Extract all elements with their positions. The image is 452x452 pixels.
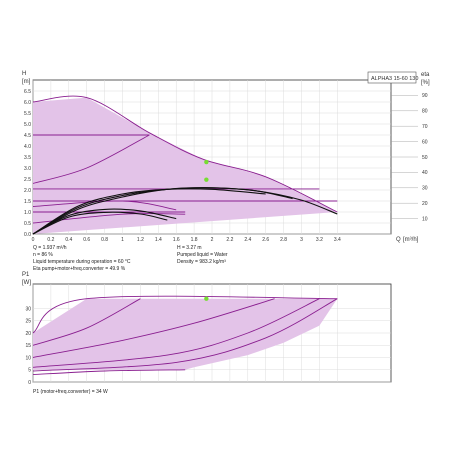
head-x-ticks: 0 0.2 0.4 0.6 0.8 1 1.2 1.4 1.6 1.8 2 2.2 2.4 2.6 2.8 3… [32,237,341,243]
eta-tick-label-8: 90 [422,93,428,99]
x-tick-label-17: 3.4 [334,237,341,243]
flow-unit: [m³/h] [403,237,419,243]
x-tick-label-0: 0 [32,237,35,243]
y-tick-label-12: 6.0 [24,100,31,106]
power-curve-5 [32,369,186,376]
x-tick-label-13: 2.6 [262,237,269,243]
eta-tick-label-2: 30 [422,186,428,192]
eta-tick-label-4: 50 [422,155,428,161]
y-tick-label-4: 2.0 [24,188,31,194]
head-y2-ticks: 10 20 30 40 50 60 70 80 90 [391,93,428,222]
annotation-flow: Q = 1.937 m³/h [33,245,67,251]
power-series [32,295,338,376]
pump-title: ALPHA3 15-60 130 [371,76,418,82]
x-tick-label-11: 2.2 [226,237,233,243]
power-y-tick-label-4: 20 [25,331,31,337]
y-tick-label-1: 0.5 [24,221,31,227]
y-tick-label-3: 1.5 [24,199,31,205]
eta-tick-label-3: 40 [422,170,428,176]
x-tick-label-2: 0.4 [65,237,72,243]
head-duty-point-1 [204,177,209,182]
y-tick-label-0: 0.0 [24,232,31,238]
annotation-power: P1 (motor+freq.converter) = 34 W [33,389,108,395]
head-curve-2 [32,134,150,184]
power-chart: 0 5 10 15 20 25 30 P1 [W] P1 (motor+freq.conve… [22,272,392,395]
eta-tick-label-7: 80 [422,109,428,115]
annotation-efficiency: Eta pump+motor+freq.converter = 49.9 % [33,266,126,272]
pump-title-box [367,71,417,84]
head-series [32,95,338,235]
annotation-head: H = 3.27 m [177,245,202,251]
y-tick-label-9: 4.5 [24,133,31,139]
power-y-tick-label-5: 25 [25,319,31,325]
annotation-liquid: Pumped liquid = Water [177,252,228,258]
duty-annotation-right: H = 3.27 m Pumped liquid = Water Density… [177,245,228,265]
x-tick-label-16: 3.2 [316,237,323,243]
head-curve-0 [32,95,338,213]
y-tick-label-11: 5.5 [24,111,31,117]
y-tick-label-7: 3.5 [24,155,31,161]
power-curve-4 [32,298,338,372]
head-curve-7 [32,213,186,224]
power-curve-0 [32,295,338,334]
head-y-unit: [m] [22,79,31,85]
x-tick-label-7: 1.4 [155,237,162,243]
duty-annotation-left: Q = 1.937 m³/h n = 86 % Liquid temperatu… [33,245,131,272]
head-y-label: H [22,71,26,77]
y-tick-label-8: 4.0 [24,144,31,150]
power-y-ticks: 0 5 10 15 20 25 30 [25,306,31,386]
x-tick-label-3: 0.6 [83,237,90,243]
x-tick-label-9: 1.8 [191,237,198,243]
x-tick-label-5: 1 [121,237,124,243]
y-tick-label-2: 1.0 [24,210,31,216]
head-y-ticks: 0.0 0.5 1.0 1.5 2.0 2.5 3.0 3.5 4.0 4.5 5.0 5.5 6.0 6… [24,89,31,238]
head-duty-point-0 [204,159,209,165]
power-duty-point-0 [204,296,209,301]
power-curve-1 [32,298,141,346]
x-tick-label-14: 2.8 [280,237,287,243]
power-y-tick-label-6: 30 [25,306,31,312]
x-tick-label-8: 1.6 [173,237,180,243]
eta-tick-label-0: 10 [422,216,428,222]
power-y-tick-label-3: 15 [25,343,31,349]
y-tick-label-13: 6.5 [24,89,31,95]
efficiency-curve-10 [32,188,266,235]
power-curve-3 [32,298,320,368]
power-duty-points [204,296,209,301]
x-tick-label-1: 0.2 [47,237,54,243]
power-y-tick-label-1: 5 [28,368,31,374]
x-tick-label-15: 3 [300,237,303,243]
x-tick-label-10: 2 [211,237,214,243]
y-tick-label-5: 2.5 [24,177,31,183]
head-curve-5 [32,200,177,211]
eta-unit: [%] [421,80,430,86]
efficiency-curve-12 [32,211,168,235]
y-tick-label-6: 3.0 [24,166,31,172]
annotation-density: Density = 983.2 kg/m³ [177,259,226,265]
efficiency-curve-11 [32,208,177,235]
annotation-speed: n = 86 % [33,252,53,258]
eta-tick-label-5: 60 [422,139,428,145]
eta-label: eta [421,72,430,78]
head-chart: 0 0.2 0.4 0.6 0.8 1 1.2 1.4 1.6 1.8 2 2.2 2.4 2.6 2.8 3… [22,71,430,272]
x-tick-label-12: 2.4 [244,237,251,243]
power-curve-2 [32,298,275,358]
head-duty-points [204,159,209,182]
x-tick-label-6: 1.2 [137,237,144,243]
flow-label: Q [396,237,401,243]
eta-tick-label-6: 70 [422,124,428,130]
power-y-unit: [W] [22,280,31,286]
power-y-tick-label-0: 0 [28,380,31,386]
eta-tick-label-1: 20 [422,201,428,207]
power-y-label: P1 [22,272,30,278]
annotation-temperature: Liquid temperature during operation = 60… [33,259,131,265]
x-tick-label-4: 0.8 [101,237,108,243]
power-y-tick-label-2: 10 [25,355,31,361]
y-tick-label-10: 5.0 [24,122,31,128]
